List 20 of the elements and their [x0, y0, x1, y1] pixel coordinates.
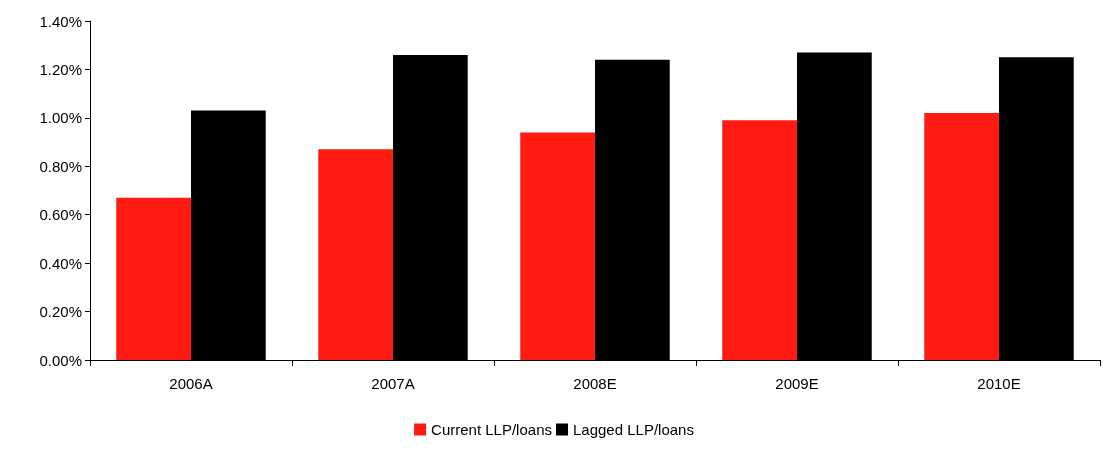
x-tick-label: 2008E	[573, 375, 617, 392]
bar	[520, 132, 595, 360]
bar	[924, 113, 999, 360]
legend-label: Lagged LLP/loans	[572, 421, 694, 438]
bar	[116, 197, 191, 360]
y-tick-label: 1.20%	[39, 60, 82, 78]
y-tick-label: 1.00%	[39, 109, 82, 127]
y-tick-label: 0.80%	[39, 157, 82, 175]
x-tick-label: 2007A	[371, 375, 415, 392]
y-tick-label: 0.20%	[39, 303, 82, 321]
y-tick-label: 1.40%	[39, 12, 82, 30]
x-tick-label: 2010E	[977, 375, 1021, 392]
y-tick-label: 0.60%	[39, 206, 82, 224]
y-tick-label: 0.40%	[39, 254, 82, 272]
x-tick-label: 2009E	[775, 375, 819, 392]
x-tick-label: 2006A	[169, 375, 213, 392]
bar	[318, 149, 393, 360]
bar	[722, 120, 797, 360]
y-tick-label: 0.00%	[39, 351, 82, 369]
legend-label: Current LLP/loans	[431, 421, 552, 438]
